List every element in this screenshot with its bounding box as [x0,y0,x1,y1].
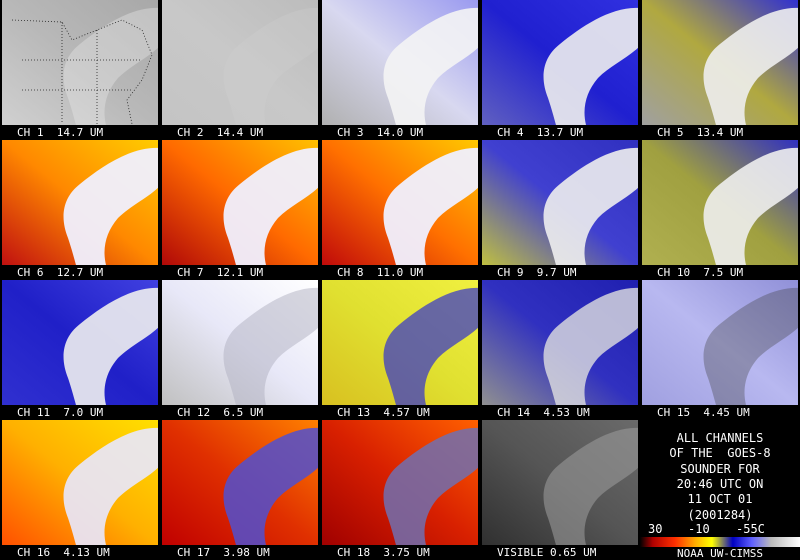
cloud-band [543,8,638,125]
panel: CH 6 12.7 UM [0,140,160,280]
satellite-image [2,280,158,405]
panel: CH 12 6.5 UM [160,280,320,420]
satellite-image [642,280,798,405]
panel: CH 17 3.98 UM [160,420,320,560]
cloud-band [223,288,318,405]
info-line: 11 OCT 01 [687,492,753,507]
panel-caption: CH 17 3.98 UM [177,546,270,559]
colorbar [640,537,800,547]
panel: CH 2 14.4 UM [160,0,320,140]
info-block: ALL CHANNELS OF THE GOES-8 SOUNDER FOR 20:4… [640,420,800,560]
cloud-band [63,428,158,545]
panel-caption: CH 16 4.13 UM [17,546,110,559]
panel-caption: CH 5 13.4 UM [657,126,744,139]
panel: CH 4 13.7 UM [480,0,640,140]
satellite-image [162,280,318,405]
panel: CH 8 11.0 UM [320,140,480,280]
satellite-image [322,140,478,265]
colorbar-label: -10 [688,522,710,536]
cloud-band [383,148,478,265]
cloud-band [543,428,638,545]
panel: CH 13 4.57 UM [320,280,480,420]
info-line: OF THE GOES-8 [669,446,771,461]
panel-caption: CH 14 4.53 UM [497,406,590,419]
panel: CH 3 14.0 UM [320,0,480,140]
cloud-band [63,8,158,125]
panel: CH 5 13.4 UM [640,0,800,140]
image-background [162,0,318,125]
panel-caption: CH 15 4.45 UM [657,406,750,419]
info-line: 20:46 UTC ON [676,476,764,491]
cloud-band [543,148,638,265]
satellite-image [482,0,638,125]
panel-caption: CH 1 14.7 UM [17,126,104,139]
cloud-band [703,148,798,265]
colorbar-label: -55C [736,522,765,536]
panel-caption: CH 4 13.7 UM [497,126,584,139]
satellite-image [2,140,158,265]
satellite-image [162,140,318,265]
panel-caption: CH 10 7.5 UM [657,266,744,279]
satellite-image [162,0,318,125]
map-outline [11,19,153,125]
info-line: ALL CHANNELS [676,431,764,445]
cloud-band [703,8,798,125]
satellite-image [2,0,158,125]
info-line: (2001284) [687,507,753,522]
cloud-band [543,288,638,405]
satellite-image [2,420,158,545]
panel-caption: CH 13 4.57 UM [337,406,430,419]
satellite-image [642,0,798,125]
panel-caption: CH 8 11.0 UM [337,266,424,279]
panel-caption: CH 3 14.0 UM [337,126,424,139]
cloud-band [383,428,478,545]
satellite-image [482,140,638,265]
cloud-band [383,288,478,405]
cloud-band [223,8,318,125]
panel-caption: CH 2 14.4 UM [177,126,264,139]
image-background [2,0,158,125]
credit: NOAA UW-CIMSS [676,547,764,560]
panel: CH 15 4.45 UM [640,280,800,420]
cloud-band [63,288,158,405]
satellite-image [322,420,478,545]
panel-caption: CH 9 9.7 UM [497,266,577,279]
panel: CH 18 3.75 UM [320,420,480,560]
cloud-band [223,428,318,545]
colorbar-labels: 30 -10 -55C [648,522,798,536]
panel-caption: CH 11 7.0 UM [17,406,104,419]
image-background [642,280,798,405]
satellite-image [322,280,478,405]
panel: CH 9 9.7 UM [480,140,640,280]
cloud-band [703,288,798,405]
cloud-band [63,148,158,265]
satellite-image [482,280,638,405]
satellite-image [482,420,638,545]
panel-caption: CH 12 6.5 UM [177,406,264,419]
panel: CH 11 7.0 UM [0,280,160,420]
panel: CH 14 4.53 UM [480,280,640,420]
panel: CH 1 14.7 UM [0,0,160,140]
panel-caption: CH 18 3.75 UM [337,546,430,559]
cloud-band [383,8,478,125]
satellite-image [322,0,478,125]
panel-caption: VISIBLE 0.65 UM [497,546,597,559]
satellite-image [642,140,798,265]
satellite-image [162,420,318,545]
colorbar-label: 30 [648,522,663,536]
cloud-band [223,148,318,265]
panel: CH 10 7.5 UM [640,140,800,280]
info-line: SOUNDER FOR [680,461,760,476]
panel-caption: CH 7 12.1 UM [177,266,264,279]
panel: CH 7 12.1 UM [160,140,320,280]
panel-caption: CH 6 12.7 UM [17,266,104,279]
panel: VISIBLE 0.65 UM [480,420,640,560]
panel: CH 16 4.13 UM [0,420,160,560]
